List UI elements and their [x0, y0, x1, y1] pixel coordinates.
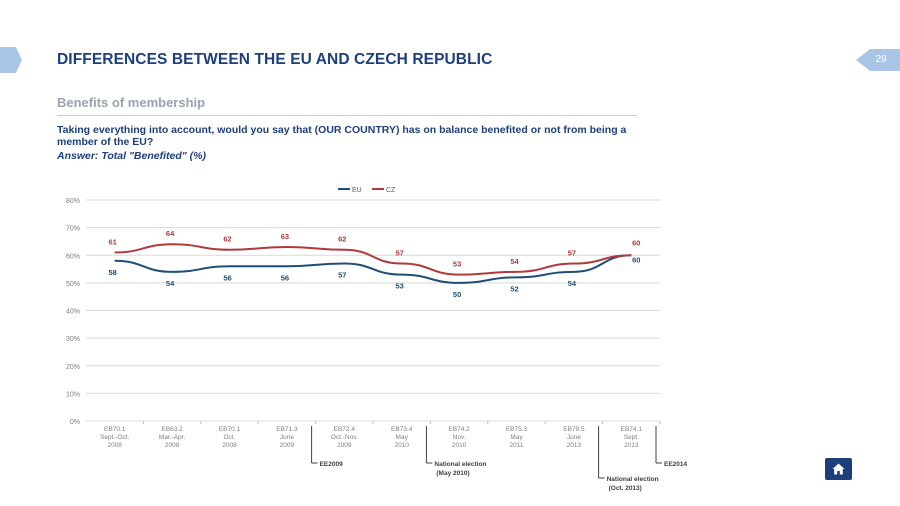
annotation-label: (May 2010)	[436, 470, 469, 477]
data-label-eu: 53	[396, 282, 404, 291]
annotation-label: (Oct. 2013)	[609, 485, 642, 492]
data-label-cz: 57	[396, 249, 404, 258]
x-tick-label: Oct.-Nov.	[331, 434, 358, 441]
x-tick-label: Sept.	[624, 434, 639, 441]
data-label-eu: 57	[338, 271, 346, 280]
series-line-eu	[114, 254, 632, 284]
data-label-cz: 63	[281, 232, 289, 241]
data-label-eu: 52	[510, 284, 518, 293]
x-tick-label: EB75.3	[506, 426, 528, 433]
x-tick-label: 2009	[337, 442, 352, 449]
data-label-cz: 54	[510, 257, 519, 266]
page-number: 29	[856, 49, 900, 71]
y-tick-label: 10%	[66, 391, 80, 398]
x-tick-label: 2008	[165, 442, 180, 449]
divider	[57, 115, 637, 116]
x-tick-label: 2010	[452, 442, 467, 449]
left-nav-tab[interactable]	[0, 47, 22, 73]
x-tick-label: June	[280, 434, 294, 441]
data-label-eu: 56	[281, 273, 289, 282]
data-label-cz: 61	[109, 237, 117, 246]
data-label-eu: 58	[109, 268, 117, 277]
x-tick-label: EB79.5	[563, 426, 585, 433]
x-tick-label: Sept.-Oct.	[100, 434, 129, 441]
data-label-cz: 62	[338, 235, 346, 244]
x-tick-label: June	[567, 434, 581, 441]
section-subtitle: Benefits of membership	[57, 95, 206, 110]
data-label-cz: 62	[223, 235, 231, 244]
x-tick-label: 2008	[222, 442, 237, 449]
y-tick-label: 50%	[66, 281, 80, 288]
x-tick-label: EB63.2	[161, 426, 183, 433]
x-tick-label: EB70.1	[104, 426, 126, 433]
y-tick-label: 0%	[70, 419, 80, 426]
data-label-eu: 54	[166, 279, 175, 288]
y-tick-label: 40%	[66, 309, 80, 316]
x-tick-label: 2011	[510, 442, 524, 449]
x-tick-label: EB72.4	[334, 426, 356, 433]
y-tick-label: 80%	[66, 198, 80, 205]
series-line-cz	[114, 243, 632, 276]
data-label-eu: 56	[223, 273, 231, 282]
x-tick-label: EB71.3	[276, 426, 298, 433]
data-label-cz: 64	[166, 229, 175, 238]
data-label-cz: 60	[632, 238, 640, 247]
data-label-eu: 60	[632, 255, 640, 264]
annotation-label: EE2014	[664, 461, 688, 468]
x-tick-label: 2009	[280, 442, 295, 449]
answer-label: Answer: Total "Benefited" (%)	[57, 150, 206, 162]
x-tick-label: EB70.1	[219, 426, 241, 433]
legend-label-eu: EU	[352, 187, 362, 194]
data-label-eu: 54	[568, 279, 577, 288]
annotation-label: National election	[607, 476, 659, 483]
y-tick-label: 20%	[66, 364, 80, 371]
legend-label-cz: CZ	[386, 187, 396, 194]
survey-question: Taking everything into account, would yo…	[57, 124, 627, 148]
x-tick-label: 2013	[624, 442, 639, 449]
data-label-cz: 57	[568, 249, 576, 258]
x-tick-label: Mar.-Apr.	[159, 434, 186, 441]
home-icon	[832, 463, 845, 475]
x-tick-label: Oct.	[224, 434, 236, 441]
y-tick-label: 30%	[66, 336, 80, 343]
x-tick-label: EB74.2	[448, 426, 470, 433]
x-tick-label: May	[510, 434, 523, 441]
annotation-label: EE2009	[320, 461, 344, 468]
page-title: DIFFERENCES BETWEEN THE EU AND CZECH REP…	[57, 51, 493, 68]
x-tick-label: May	[396, 434, 409, 441]
home-button[interactable]	[825, 458, 852, 480]
x-tick-label: 2008	[107, 442, 122, 449]
y-tick-label: 60%	[66, 253, 80, 260]
x-tick-label: EB74.1	[621, 426, 643, 433]
data-label-cz: 53	[453, 260, 461, 269]
x-tick-label: EB73.4	[391, 426, 413, 433]
data-label-eu: 50	[453, 290, 461, 299]
x-tick-label: 2010	[394, 442, 409, 449]
x-tick-label: 2013	[567, 442, 582, 449]
y-tick-label: 70%	[66, 226, 80, 233]
x-tick-label: Nov.	[453, 434, 466, 441]
annotation-label: National election	[434, 461, 486, 468]
